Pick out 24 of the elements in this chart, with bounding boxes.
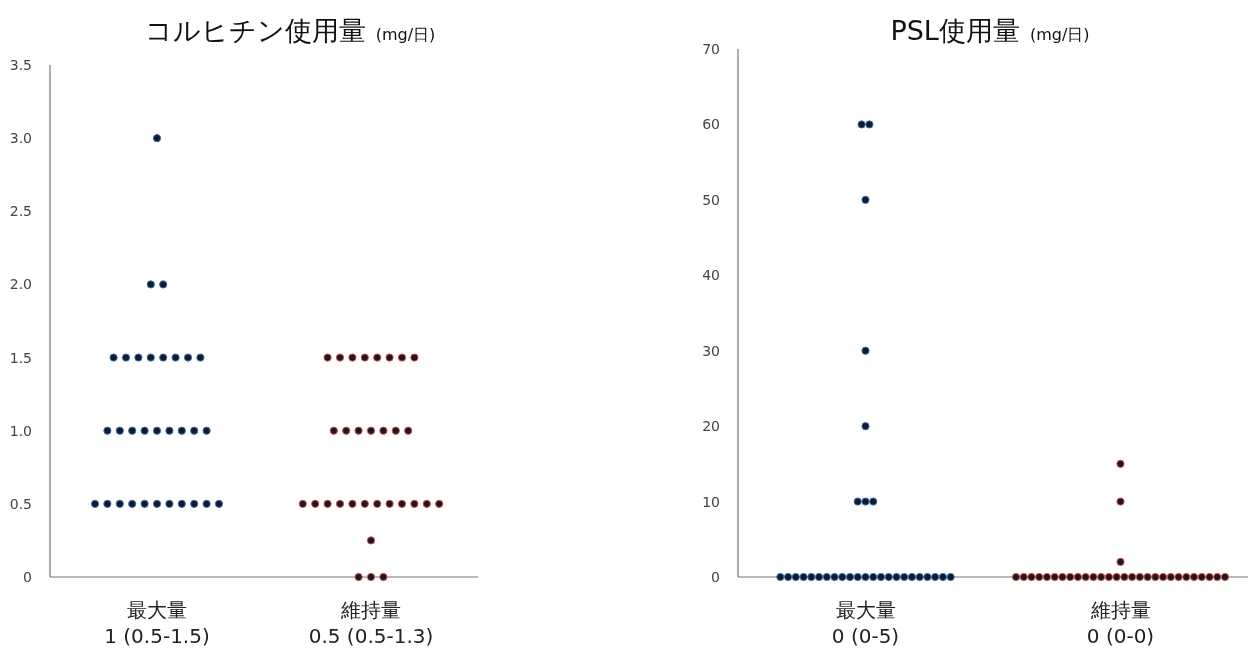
- y-tick-label: 0: [23, 569, 32, 585]
- y-tick-label: 50: [702, 191, 720, 208]
- y-tick-label: 0: [711, 569, 720, 585]
- chart-title: PSL使用量: [890, 15, 1020, 46]
- chart-subtitle: (mg/日): [375, 25, 436, 44]
- y-tick-label: 1.0: [9, 422, 32, 439]
- x-tick-label: 維持量 0 (0-0): [1086, 598, 1155, 648]
- y-tick-label: 30: [702, 342, 720, 359]
- y-tick-label: 3.5: [9, 57, 32, 73]
- y-tick-label: 70: [702, 41, 720, 57]
- y-tick-label: 10: [702, 493, 720, 510]
- y-tick-label: 20: [702, 418, 720, 435]
- x-tick-label: 最大量 0 (0-5): [831, 598, 900, 648]
- y-tick-label: 1.5: [9, 349, 32, 366]
- y-tick-label: 3.0: [9, 130, 32, 147]
- y-tick-label: 40: [702, 267, 720, 284]
- x-tick-label: 維持量 0.5 (0.5-1.3): [308, 598, 434, 648]
- y-tick-label: 2.5: [9, 203, 32, 220]
- chart-title: コルヒチン使用量: [144, 15, 366, 46]
- y-tick-label: 0.5: [9, 495, 32, 512]
- x-tick-label: 最大量 1 (0.5-1.5): [104, 598, 210, 648]
- chart-subtitle: (mg/日): [1029, 25, 1090, 44]
- y-tick-label: 2.0: [9, 276, 32, 293]
- y-tick-label: 60: [702, 116, 720, 133]
